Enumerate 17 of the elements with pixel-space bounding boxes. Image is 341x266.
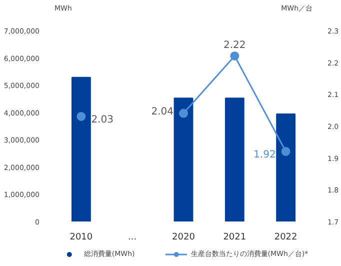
bar [276, 113, 296, 222]
point [179, 108, 188, 118]
bar [224, 98, 244, 222]
x-tick-label: 2020 [172, 232, 196, 242]
x-tick-label: ... [128, 232, 137, 242]
bar [71, 76, 91, 222]
x-tick-label: 2021 [223, 232, 246, 242]
x-tick-label: 2010 [70, 232, 93, 242]
point [281, 146, 290, 156]
data-label: 1.92 [254, 149, 276, 160]
data-label: 2.22 [224, 40, 246, 51]
point [230, 51, 240, 60]
x-tick-label: 2022 [274, 232, 298, 242]
bar [174, 98, 194, 222]
data-label: 2.04 [151, 106, 174, 118]
data-label: 2.03 [91, 114, 114, 126]
point [76, 112, 86, 121]
